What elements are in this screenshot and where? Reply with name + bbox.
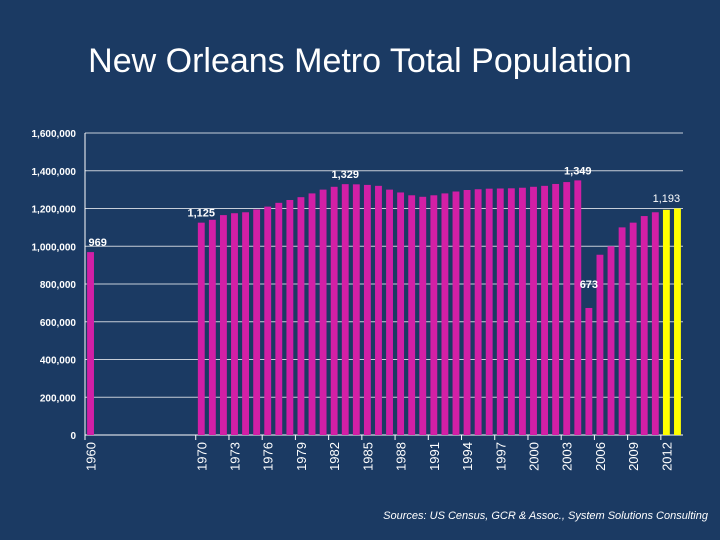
y-tick-label: 1,600,000: [32, 129, 77, 140]
y-tick-label: 0: [70, 431, 76, 442]
bar: [297, 197, 305, 435]
bar: [231, 213, 238, 435]
data-label: 1,349: [564, 165, 592, 177]
bar: [363, 184, 371, 435]
x-tick-label: 1979: [294, 442, 309, 471]
bar: [596, 254, 604, 435]
bar: [651, 212, 659, 435]
bar: [618, 227, 626, 435]
bar: [563, 182, 571, 435]
bar: [629, 222, 637, 435]
x-tick-label: 2000: [527, 442, 542, 471]
bar: [219, 215, 227, 435]
bar: [386, 189, 393, 435]
bar: [530, 186, 537, 435]
bar: [662, 209, 670, 435]
bar: [452, 191, 460, 435]
data-label: 969: [89, 237, 107, 249]
bar: [264, 206, 272, 435]
x-tick-label: 2006: [593, 442, 608, 471]
x-tick-label: 2012: [659, 442, 674, 471]
y-tick-label: 1,400,000: [32, 167, 77, 178]
x-tick-label: 1973: [228, 442, 243, 471]
bar: [574, 180, 582, 435]
bar: [585, 307, 593, 435]
bar: [197, 222, 205, 435]
y-tick-label: 200,000: [40, 393, 77, 404]
bar: [242, 212, 250, 435]
y-tick-label: 400,000: [40, 356, 77, 367]
bar: [485, 188, 493, 435]
x-tick-label: 1976: [261, 442, 276, 471]
bar: [208, 219, 216, 435]
x-tick-label: 1991: [427, 442, 442, 471]
bar: [541, 185, 549, 435]
data-label: 673: [580, 279, 598, 291]
bar: [518, 187, 526, 435]
bar: [463, 190, 471, 435]
bar: [341, 184, 349, 435]
x-tick-label: 1988: [394, 442, 409, 471]
chart-title: New Orleans Metro Total Population: [88, 42, 632, 80]
bar: [674, 208, 681, 435]
y-tick-label: 800,000: [40, 280, 77, 291]
bar: [474, 189, 482, 435]
bar: [607, 246, 615, 435]
bar: [397, 192, 405, 435]
bar: [552, 183, 560, 435]
source-note: Sources: US Census, GCR & Assoc., System…: [383, 510, 708, 522]
bar: [375, 185, 382, 435]
data-label: 1,125: [188, 208, 216, 220]
data-label: 1,329: [331, 169, 359, 181]
bar: [441, 193, 449, 435]
y-tick-label: 1,000,000: [32, 242, 77, 253]
bar: [87, 252, 94, 435]
x-tick-label: 1960: [84, 442, 99, 471]
bar: [408, 195, 416, 435]
bar: [319, 189, 327, 435]
x-tick-label: 1994: [460, 442, 475, 471]
x-tick-label: 2009: [626, 442, 641, 471]
bar: [640, 216, 648, 435]
y-tick-label: 600,000: [40, 318, 77, 329]
x-tick-label: 2003: [560, 442, 575, 471]
bar: [352, 184, 360, 435]
x-tick-label: 1985: [360, 442, 375, 471]
x-tick-label: 1970: [194, 442, 209, 471]
bar: [253, 209, 261, 435]
bar: [430, 195, 438, 435]
bar: [286, 200, 294, 435]
data-label: 1,193: [653, 193, 681, 205]
bar: [275, 202, 283, 435]
y-tick-label: 1,200,000: [32, 205, 77, 216]
bar: [308, 193, 316, 435]
x-tick-label: 1982: [327, 442, 342, 471]
bar: [419, 196, 427, 435]
bar: [496, 188, 504, 435]
x-tick-label: 1997: [493, 442, 508, 471]
bar: [330, 186, 338, 435]
bar: [507, 188, 515, 435]
